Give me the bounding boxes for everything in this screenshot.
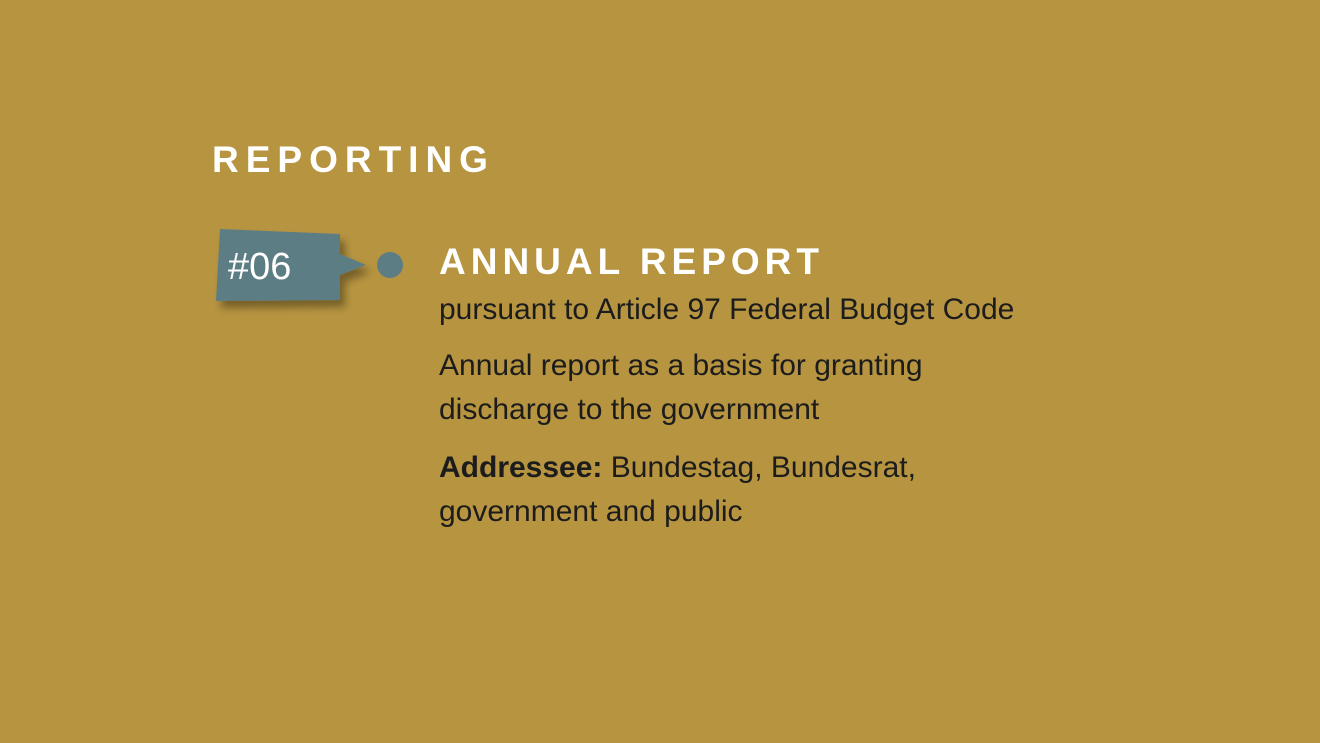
description-line: discharge to the government [439,393,820,426]
addressee: Addressee: Bundestag, Bundesrat, governm… [439,446,1199,534]
item-number-tag: #06 [216,227,406,307]
addressee-line: Addressee: Bundestag, Bundesrat, [439,446,1199,490]
addressee-label: Addressee: [439,451,603,484]
item-title: ANNUAL REPORT [439,241,824,282]
description-line: Annual report as a basis for granting [439,349,923,382]
tag-arrow-shape [216,229,366,301]
item-number: #06 [228,246,292,288]
addressee-value: Bundestag, Bundesrat, [610,451,916,484]
item-content: ANNUAL REPORT pursuant to Article 97 Fed… [439,240,1199,534]
addressee-line: government and public [439,495,743,528]
tag-dot [377,252,403,278]
item-description: Annual report as a basis for granting di… [439,344,1199,432]
tag-shape [216,229,403,301]
item-subtitle: pursuant to Article 97 Federal Budget Co… [439,293,1015,326]
section-title: REPORTING [212,139,495,180]
